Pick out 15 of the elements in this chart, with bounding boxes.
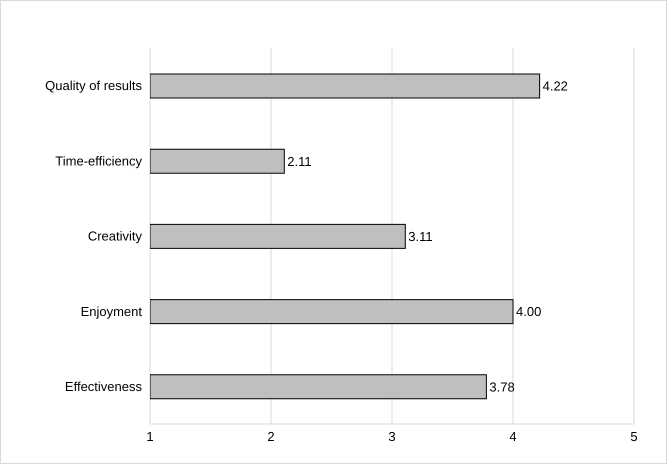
y-tick-label: Effectiveness xyxy=(64,379,142,394)
data-label: 4.00 xyxy=(516,304,542,320)
data-label: 3.78 xyxy=(489,379,515,394)
y-tick-label: Quality of results xyxy=(45,78,142,94)
x-tick-label: 2 xyxy=(267,429,275,444)
data-label: 4.22 xyxy=(542,78,568,94)
x-tick-label: 4 xyxy=(509,429,517,444)
y-tick-label: Creativity xyxy=(88,228,142,244)
y-tick-label: Enjoyment xyxy=(80,304,142,319)
x-tick-label: 5 xyxy=(630,429,638,444)
data-label: 3.11 xyxy=(408,229,433,244)
x-tick-label: 3 xyxy=(388,429,396,444)
data-label: 2.11 xyxy=(287,154,312,169)
x-tick-label: 1 xyxy=(146,429,154,444)
y-tick-label: Time-efficiency xyxy=(55,153,142,168)
